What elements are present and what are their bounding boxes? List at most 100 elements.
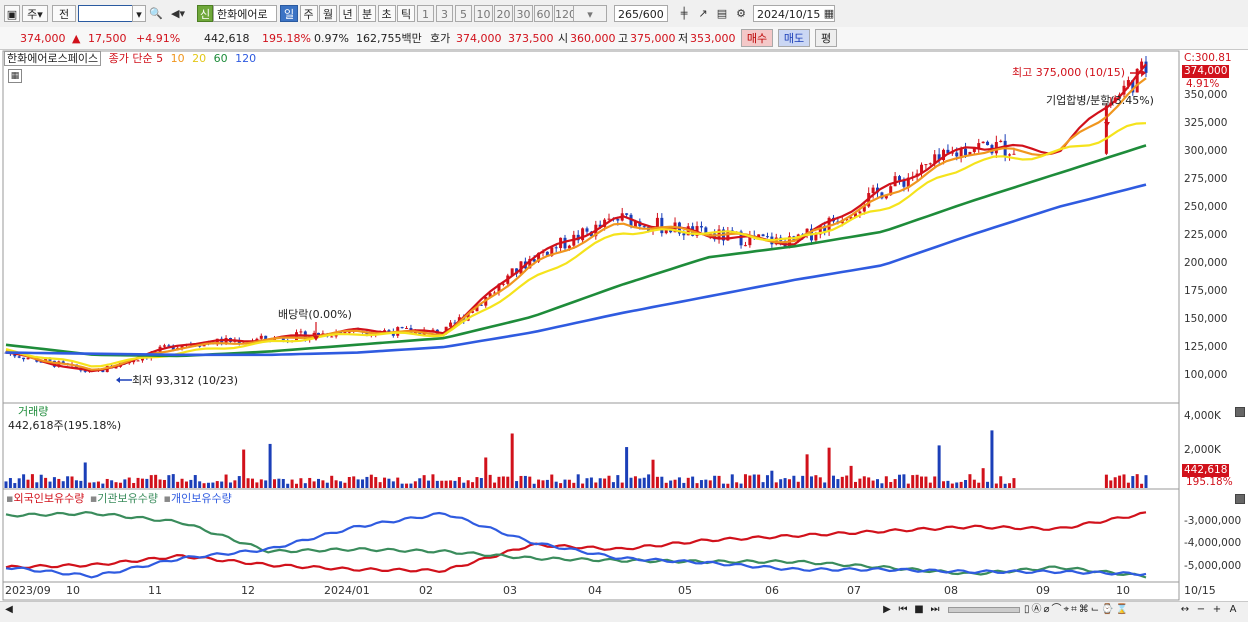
zoom-out-icon[interactable]: ↔ <box>1180 604 1190 615</box>
stock-code-input[interactable]: 012450 <box>78 5 138 22</box>
volume-bar <box>735 482 739 488</box>
rewind-icon[interactable]: ⏮ <box>898 604 908 615</box>
volume-bar <box>506 476 510 488</box>
volume-bar <box>783 478 787 488</box>
volume-bar <box>453 480 457 488</box>
interval-button-4[interactable]: 20 <box>494 5 513 22</box>
interval-button-1[interactable]: 3 <box>436 5 453 22</box>
interval-button-3[interactable]: 10 <box>474 5 493 22</box>
candle-body <box>964 148 968 156</box>
volume-bar <box>387 478 391 488</box>
x-tick-2: 11 <box>148 584 162 597</box>
volume-close-icon[interactable] <box>1235 407 1245 417</box>
text-tool-icon[interactable]: A <box>1229 604 1237 615</box>
candle-body <box>968 152 972 156</box>
count-field[interactable]: 265/600 <box>614 5 668 22</box>
calendar-icon[interactable]: ▦ <box>823 7 835 20</box>
price-tick-7: 175,000 <box>1184 285 1228 297</box>
x-tick-5: 02 <box>419 584 433 597</box>
volume-bar <box>268 443 272 488</box>
volume-panel-frame <box>2 402 1180 490</box>
plus-icon[interactable]: + <box>1212 604 1222 615</box>
interval-button-6[interactable]: 60 <box>534 5 553 22</box>
bar-type-icon[interactable]: ╪ <box>680 7 688 20</box>
legend-stock-name: 한화에어로스페이스 <box>4 51 102 66</box>
calculator-icon[interactable]: ▦ <box>8 69 22 83</box>
volume-bar <box>374 477 378 488</box>
candle-body <box>739 231 743 246</box>
stock-name-field[interactable]: 한화에어로 <box>213 5 277 22</box>
x-end-label: 10/15 <box>1184 584 1216 597</box>
chart-menu-icon[interactable]: ▣ <box>4 5 20 22</box>
last-price-badge: 374,000 <box>1182 65 1230 78</box>
x-tick-6: 03 <box>503 584 517 597</box>
gear-icon[interactable]: ⚙ <box>736 7 746 20</box>
holding-close-icon[interactable] <box>1235 494 1245 504</box>
candle-body <box>959 148 963 157</box>
period-tab-5[interactable]: 초 <box>377 5 396 22</box>
volume-bar <box>1126 482 1130 488</box>
volume-bar <box>299 478 303 488</box>
period-type-select[interactable]: 주▾ <box>22 5 48 22</box>
period-tab-3[interactable]: 년 <box>338 5 357 22</box>
interval-button-0[interactable]: 1 <box>417 5 434 22</box>
candle-body <box>581 228 585 241</box>
interval-button-2[interactable]: 5 <box>455 5 472 22</box>
volume-bar <box>1122 474 1126 488</box>
evaluate-button[interactable]: 평 <box>815 29 837 47</box>
forward-icon[interactable]: ⏭ <box>930 604 940 615</box>
draw-tool-icon[interactable]: ↗ <box>698 7 708 20</box>
code-dropdown-icon[interactable]: ▾ <box>132 5 146 22</box>
date-field[interactable]: 2024/10/15 <box>753 5 835 22</box>
volume-bar <box>730 474 734 488</box>
legend-foreign: 외국인보유수량 <box>13 492 85 505</box>
volume-bar <box>801 475 805 488</box>
period-tab-4[interactable]: 분 <box>358 5 376 22</box>
zoom-slider[interactable] <box>948 607 1020 613</box>
x-tick-3: 12 <box>241 584 255 597</box>
buy-button[interactable]: 매수 <box>741 29 773 47</box>
interval-button-7[interactable]: 120 <box>554 5 576 22</box>
volume-bar <box>647 474 651 488</box>
holding-panel-frame <box>2 488 1180 583</box>
period-tab-6[interactable]: 틱 <box>397 5 415 22</box>
volume-bar <box>312 481 316 488</box>
candle-body <box>906 177 910 187</box>
speaker-icon[interactable]: ◀▾ <box>171 7 185 20</box>
volume-bar <box>118 482 122 488</box>
candle-body <box>347 331 351 333</box>
volume-bar <box>479 478 483 488</box>
save-icon[interactable]: ▤ <box>716 7 728 20</box>
scroll-right-icon[interactable]: ▶ <box>883 604 891 615</box>
custom-interval-select[interactable]: ▾ <box>573 5 607 22</box>
candle-body <box>501 283 505 285</box>
x-tick-10: 07 <box>847 584 861 597</box>
volume-bar <box>928 482 932 488</box>
candle-body <box>515 268 519 274</box>
prev-button[interactable]: 전 <box>52 5 76 22</box>
volume-bar <box>70 476 74 488</box>
interval-button-5[interactable]: 30 <box>514 5 533 22</box>
candle-body <box>26 358 30 360</box>
drawing-tools-icon[interactable]: ▯Ⓐ⌀⌒⌖⌗⌘⌙⌚⌛ <box>1024 604 1131 615</box>
volume-bar <box>308 477 312 488</box>
candle-body <box>607 218 611 220</box>
period-tab-1[interactable]: 주 <box>299 5 318 22</box>
last-pct-badge: 4.91% <box>1186 78 1220 90</box>
price-tick-5: 225,000 <box>1184 229 1228 241</box>
volume-bar <box>1012 478 1016 488</box>
candle-body <box>655 217 659 230</box>
minus-icon[interactable]: − <box>1196 604 1206 615</box>
search-icon[interactable]: 🔍 <box>149 7 163 20</box>
candle-body <box>845 219 849 221</box>
stock-chart[interactable] <box>0 49 1248 601</box>
stop-icon[interactable]: ■ <box>914 604 924 615</box>
period-tab-2[interactable]: 월 <box>319 5 337 22</box>
scroll-left-icon[interactable]: ◀ <box>5 604 13 615</box>
volume-bar <box>871 480 875 488</box>
volume-bar <box>858 478 862 488</box>
price-tick-8: 150,000 <box>1184 313 1228 325</box>
period-tab-0[interactable]: 일 <box>280 5 298 22</box>
sell-button[interactable]: 매도 <box>778 29 810 47</box>
volume-bar <box>651 459 655 488</box>
